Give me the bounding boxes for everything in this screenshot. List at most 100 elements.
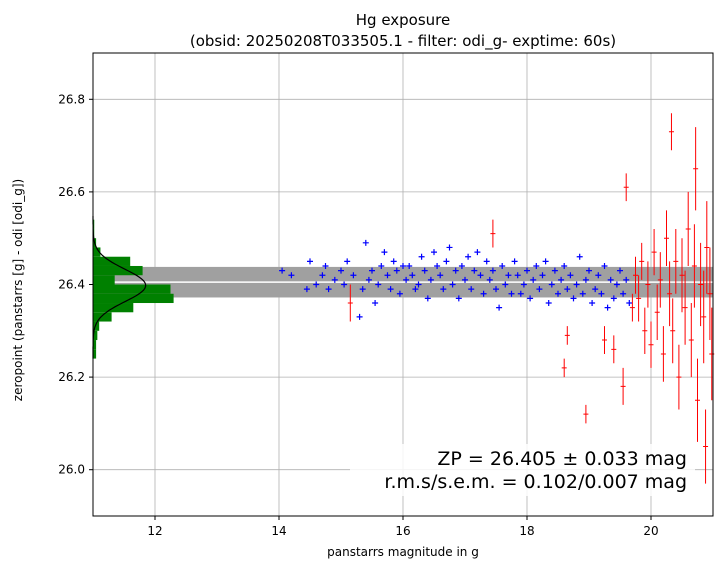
used-point	[623, 276, 630, 283]
used-point	[424, 295, 431, 302]
rejected-point	[620, 367, 626, 405]
histogram-bar	[93, 284, 171, 294]
rejected-points	[347, 113, 715, 484]
x-tick-label: 14	[271, 524, 286, 538]
rejected-point	[668, 113, 674, 151]
histogram-bar	[93, 265, 143, 276]
rejected-point	[679, 238, 685, 313]
used-point	[468, 286, 475, 293]
used-point	[483, 258, 490, 265]
used-point	[303, 286, 310, 293]
used-point	[458, 262, 465, 269]
used-point	[486, 276, 493, 283]
used-point	[589, 300, 596, 307]
y-axis-label: zeropoint (panstarrs [g] - odi [odi_g])	[11, 179, 25, 401]
rejected-point	[693, 127, 699, 211]
used-point	[362, 239, 369, 246]
used-point	[406, 262, 413, 269]
rejected-point	[651, 228, 657, 276]
used-point	[431, 249, 437, 256]
used-point	[567, 272, 574, 279]
histogram-bar	[93, 330, 98, 341]
used-point	[502, 281, 509, 288]
used-point	[279, 267, 286, 274]
used-point	[418, 253, 425, 260]
rejected-point	[701, 270, 707, 364]
used-point	[471, 267, 478, 274]
used-point	[505, 272, 512, 279]
used-point	[440, 286, 447, 293]
used-point	[524, 267, 530, 274]
used-point	[396, 290, 403, 297]
histogram-bar	[93, 340, 97, 350]
used-point	[443, 258, 450, 265]
histogram-bar	[93, 293, 174, 304]
used-point	[341, 281, 348, 288]
used-point	[598, 290, 605, 297]
y-axis-ticks: 26.0 26.2 26.4 26.6 26.8	[58, 92, 93, 477]
used-point	[604, 304, 611, 311]
used-point	[514, 272, 521, 279]
used-point	[307, 258, 313, 265]
used-point	[409, 272, 416, 279]
histogram-bar	[93, 321, 100, 331]
rejected-point	[688, 303, 694, 378]
used-point	[582, 276, 589, 283]
rejected-point	[561, 358, 567, 378]
used-point	[617, 267, 623, 274]
used-point	[610, 295, 617, 302]
used-point	[400, 262, 406, 269]
used-point	[359, 286, 366, 293]
used-point	[586, 267, 592, 274]
used-point	[558, 276, 565, 283]
used-point	[350, 272, 357, 279]
used-point	[548, 281, 555, 288]
used-point	[393, 267, 400, 274]
used-point	[592, 286, 599, 293]
title: Hg exposure	[356, 11, 451, 29]
rejected-point	[633, 256, 638, 294]
rejected-point	[347, 284, 353, 322]
x-axis-label: panstarrs magnitude in g	[327, 545, 479, 559]
y-tick-label: 26.6	[58, 185, 85, 199]
y-tick-label: 26.0	[58, 463, 85, 477]
y-tick-label: 26.2	[58, 370, 85, 384]
rejected-point	[707, 247, 713, 341]
used-point	[508, 290, 515, 297]
used-point	[601, 262, 608, 269]
used-point	[489, 267, 496, 274]
used-point	[325, 286, 332, 293]
rms-annotation: r.m.s/s.e.m. = 0.102/0.007 mag	[384, 471, 687, 493]
used-point	[381, 249, 388, 256]
used-point	[555, 290, 561, 297]
used-point	[375, 281, 382, 288]
rejected-point	[583, 404, 589, 424]
used-point	[561, 262, 568, 269]
rejected-point	[682, 270, 688, 345]
used-point	[421, 267, 428, 274]
zp-annotation: ZP = 26.405 ± 0.033 mag	[437, 448, 687, 470]
used-point	[626, 300, 633, 307]
used-point	[530, 276, 537, 283]
used-point	[511, 258, 518, 265]
y-tick-label: 26.4	[58, 278, 85, 292]
rejected-point	[654, 284, 660, 341]
used-point	[356, 313, 363, 320]
histogram	[93, 219, 174, 359]
used-point	[403, 276, 410, 283]
used-point	[465, 253, 472, 260]
used-point	[551, 267, 558, 274]
used-point	[545, 300, 552, 307]
used-point	[452, 267, 459, 274]
used-point	[536, 286, 543, 293]
used-point	[477, 272, 484, 279]
rejected-point	[602, 326, 607, 354]
used-point	[427, 276, 434, 283]
rejected-point	[623, 173, 629, 202]
rejected-point	[639, 242, 645, 280]
used-point	[415, 281, 422, 288]
used-point	[462, 276, 468, 283]
used-point	[372, 300, 379, 307]
rejected-point	[691, 224, 697, 308]
